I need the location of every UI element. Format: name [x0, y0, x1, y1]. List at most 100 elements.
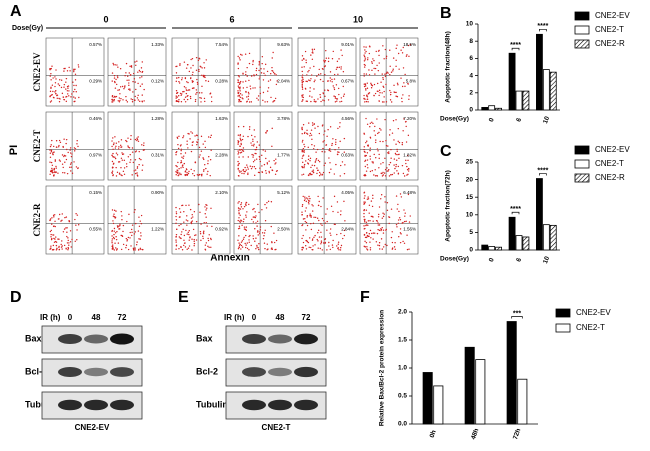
event-dot	[313, 48, 316, 51]
event-dot	[390, 91, 392, 94]
event-dot	[319, 247, 322, 250]
event-dot	[378, 244, 381, 247]
event-dot	[246, 242, 249, 244]
event-dot	[125, 62, 128, 65]
event-dot	[301, 126, 303, 129]
event-dot	[238, 57, 241, 59]
event-dot	[113, 99, 115, 101]
event-dot	[336, 201, 339, 203]
event-dot	[386, 209, 389, 212]
event-dot	[238, 170, 240, 172]
event-dot	[311, 51, 313, 54]
event-dot	[55, 236, 57, 238]
event-dot	[313, 80, 315, 83]
event-dot	[365, 236, 368, 239]
event-dot	[404, 215, 406, 217]
event-dot	[391, 132, 394, 134]
event-dot	[237, 74, 240, 77]
event-dot	[180, 246, 182, 248]
event-dot	[241, 224, 243, 226]
event-dot	[363, 245, 365, 247]
event-dot	[313, 65, 315, 68]
event-dot	[395, 47, 397, 50]
event-dot	[329, 228, 332, 230]
event-dot	[257, 203, 259, 206]
event-dot	[180, 148, 183, 151]
event-dot	[378, 213, 380, 216]
event-dot	[368, 74, 371, 76]
event-dot	[120, 234, 122, 237]
event-dot	[115, 166, 117, 169]
event-dot	[193, 238, 195, 241]
event-dot	[334, 97, 337, 99]
event-dot	[407, 155, 409, 157]
event-dot	[243, 205, 246, 208]
event-dot	[63, 154, 66, 157]
event-dot	[178, 174, 180, 176]
event-dot	[54, 220, 56, 223]
event-dot	[125, 72, 127, 74]
event-dot	[240, 206, 243, 208]
event-dot	[55, 171, 57, 173]
event-dot	[309, 90, 311, 92]
upper-right-pct: 9.01%	[341, 42, 354, 47]
event-dot	[54, 76, 56, 78]
event-dot	[181, 249, 184, 251]
event-dot	[244, 246, 247, 249]
event-dot	[311, 143, 313, 146]
event-dot	[247, 172, 249, 174]
event-dot	[185, 92, 188, 95]
event-dot	[186, 172, 188, 174]
event-dot	[302, 148, 305, 150]
event-dot	[75, 224, 77, 226]
event-dot	[310, 173, 312, 176]
y-tick-label: 0.5	[398, 393, 407, 400]
event-dot	[252, 238, 255, 240]
event-dot	[301, 211, 303, 213]
event-dot	[267, 90, 269, 92]
event-dot	[306, 80, 308, 83]
bar	[522, 90, 530, 111]
event-dot	[388, 134, 391, 136]
event-dot	[262, 237, 265, 240]
event-dot	[308, 246, 310, 249]
event-dot	[175, 212, 178, 215]
event-dot	[122, 224, 125, 227]
event-dot	[239, 149, 241, 151]
event-dot	[204, 213, 206, 215]
event-dot	[301, 132, 303, 135]
event-dot	[336, 98, 339, 100]
event-dot	[52, 90, 54, 93]
flow-plot	[359, 185, 419, 255]
event-dot	[339, 122, 341, 124]
event-dot	[318, 236, 321, 238]
event-dot	[377, 228, 379, 231]
event-dot	[257, 234, 259, 236]
event-dot	[66, 227, 68, 229]
event-dot	[363, 220, 366, 222]
event-dot	[267, 87, 270, 89]
event-dot	[337, 247, 339, 249]
event-dot	[50, 229, 53, 232]
event-dot	[75, 91, 77, 93]
event-dot	[397, 127, 399, 130]
event-dot	[65, 158, 68, 161]
upper-right-pct: 4.56%	[341, 116, 354, 121]
event-dot	[263, 232, 266, 234]
event-dot	[49, 161, 51, 163]
event-dot	[311, 122, 314, 124]
event-dot	[183, 98, 185, 101]
event-dot	[397, 140, 399, 143]
event-dot	[330, 168, 332, 170]
event-dot	[240, 244, 243, 247]
event-dot	[258, 78, 260, 80]
event-dot	[113, 230, 115, 232]
event-dot	[185, 219, 188, 221]
event-dot	[202, 74, 205, 77]
event-dot	[118, 141, 120, 143]
event-dot	[342, 70, 345, 73]
event-dot	[272, 70, 274, 72]
event-dot	[193, 170, 195, 172]
event-dot	[375, 139, 377, 141]
event-dot	[382, 215, 385, 218]
